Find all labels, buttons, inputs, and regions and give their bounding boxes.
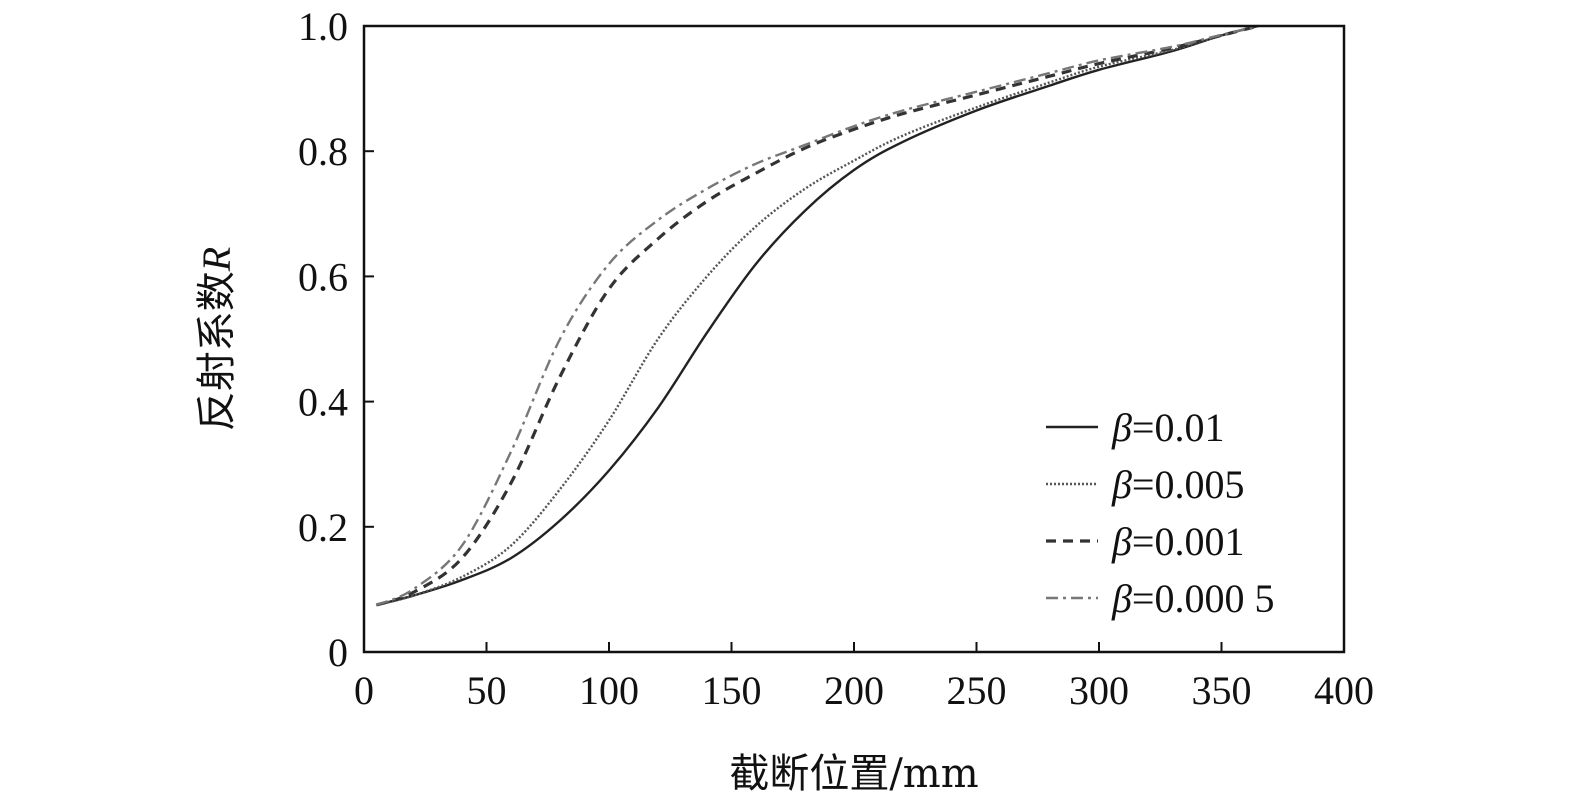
legend-symbol: β (1111, 405, 1132, 450)
y-tick-label: 0.6 (298, 254, 348, 299)
x-tick-label: 250 (947, 668, 1007, 713)
x-tick-label: 50 (467, 668, 507, 713)
legend-value: =0.01 (1132, 405, 1225, 450)
x-axis-label: 截断位置/mm (729, 751, 978, 797)
y-tick-label: 0.8 (298, 129, 348, 174)
legend-label-3: β=0.001 (1111, 519, 1244, 564)
legend-label-1: β=0.01 (1111, 405, 1224, 450)
y-axis-label-main: 反射系数 (194, 271, 240, 431)
series-layer (375, 24, 1259, 607)
y-tick-label: 0.4 (298, 380, 348, 425)
y-axis-label-variable: R (194, 247, 239, 272)
x-tick-label: 350 (1192, 668, 1252, 713)
y-axis-label: 反射系数R (194, 247, 240, 431)
y-axis-ticks: 0 0.2 0.4 0.6 0.8 1.0 (298, 4, 374, 675)
y-tick-label: 1.0 (298, 4, 348, 49)
x-tick-label: 300 (1069, 668, 1129, 713)
legend-value: =0.000 5 (1132, 576, 1275, 621)
series-line-1 (376, 24, 1259, 607)
y-tick-label: 0.2 (298, 505, 348, 550)
legend-value: =0.005 (1132, 462, 1245, 507)
plot-frame (362, 24, 1346, 654)
x-axis-ticks: 0 50 100 150 200 250 300 350 400 (354, 642, 1374, 713)
legend-value: =0.001 (1132, 519, 1245, 564)
series-line-2 (376, 24, 1259, 607)
legend-label-2: β=0.005 (1111, 462, 1244, 507)
x-tick-label: 400 (1314, 668, 1374, 713)
legend-symbol: β (1111, 519, 1132, 564)
legend-label-4: β=0.000 5 (1111, 576, 1274, 621)
x-tick-label: 0 (354, 668, 374, 713)
y-tick-label: 0 (328, 630, 348, 675)
legend-symbol: β (1111, 462, 1132, 507)
x-tick-label: 150 (702, 668, 762, 713)
x-tick-label: 200 (824, 668, 884, 713)
series-line-4 (375, 24, 1259, 607)
legend-symbol: β (1111, 576, 1132, 621)
x-tick-label: 100 (579, 668, 639, 713)
series-line-3 (375, 24, 1259, 607)
